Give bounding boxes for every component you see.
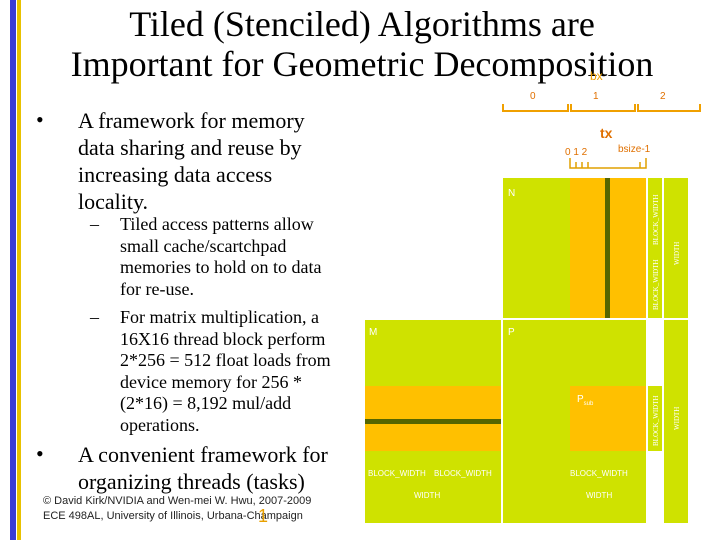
n-thread-column [605,178,610,318]
bullet-line: locality. [78,189,149,214]
psub-subscript: sub [584,401,594,407]
left-accent-bar-yellow [17,0,21,540]
footer-line-1: © David Kirk/NVIDIA and Wen-mei W. Hwu, … [43,495,312,507]
subbullet-line: operations. [120,414,200,435]
subbullet-text-1: Tiled access patterns allow small cache/… [120,214,321,300]
n-block-width-bar [648,178,662,318]
bullet-line: A framework for memory [78,108,305,133]
subbullet-marker: – [90,214,99,234]
subbullet-line: (2*16) = 8,192 mul/add [120,393,292,413]
m-block-width-label-1: BLOCK_WIDTH [368,469,426,478]
psub-tile [570,386,646,451]
p-block-width-bar-bottom [570,466,646,480]
bullet-line: increasing data access [78,162,273,187]
p-block-width-bar [648,386,662,451]
psub-letter: P [577,394,584,405]
p-width-bar-bottom [503,484,646,523]
n-block-width-label-2: BLOCK_WIDTH [652,194,660,245]
page-number: 1 [258,506,269,526]
matrix-m-label: M [369,327,377,338]
bullet-text-1: A framework for memory data sharing and … [78,107,305,215]
n-width-label: WIDTH [673,242,681,265]
subbullet-text-2: For matrix multiplication, a 16X16 threa… [120,307,331,436]
left-accent-bar-blue [10,0,16,540]
p-width-label-bottom: WIDTH [586,491,612,500]
bullet-text-2: A convenient framework for organizing th… [78,441,328,495]
matrix-n-label: N [508,188,515,199]
bx-label: bx [590,69,603,83]
n-block-width-label-1: BLOCK_WIDTH [652,259,660,310]
bullet-line: A convenient framework for [78,442,328,467]
tx-label: tx [600,125,613,141]
bullet-line: data sharing and reuse by [78,135,302,160]
slide-title: Tiled (Stenciled) Algorithms are Importa… [22,4,702,84]
m-thread-row [365,419,501,424]
bx-tick-0: 0 [530,91,536,102]
matrix-p-label: P [508,327,515,338]
bx-brackets [502,104,701,112]
psub-label: Psub [577,394,594,407]
subbullet-line: small cache/scartchpad [120,235,287,256]
tx-end-label: bsize-1 [618,144,651,155]
m-width-label: WIDTH [414,491,440,500]
subbullet-line: device memory for 256 * [120,371,302,392]
footer: © David Kirk/NVIDIA and Wen-mei W. Hwu, … [43,494,311,524]
title-line-2: Important for Geometric Decomposition [70,44,654,84]
m-width-bar [365,484,501,523]
subbullet-line: 16X16 thread block perform [120,328,326,349]
bullet-marker: • [36,107,44,132]
p-block-width-label-bottom: BLOCK_WIDTH [570,469,628,478]
bx-tick-1: 1 [593,91,599,102]
tx-ticks: 0 1 2 [565,147,588,158]
m-tile-row [365,386,501,451]
p-block-width-label: BLOCK_WIDTH [652,395,660,446]
n-width-bar [664,178,688,318]
title-line-1: Tiled (Stenciled) Algorithms are [129,4,595,44]
bullet-line: organizing threads (tasks) [78,469,305,494]
m-block-width-label-2: BLOCK_WIDTH [434,469,492,478]
subbullet-line: For matrix multiplication, a [120,307,319,327]
m-block-width-bar-2 [434,466,501,480]
footer-line-2: ECE 498AL, University of Illinois, Urban… [43,510,303,522]
subbullet-line: memories to hold on to data [120,257,322,277]
bx-tick-2: 2 [660,91,666,102]
m-block-width-bar-1 [365,466,432,480]
subbullet-line: for re-use. [120,278,194,299]
tx-bracket [569,158,647,169]
p-width-label: WIDTH [673,407,681,430]
bullet-marker: • [36,441,44,466]
p-width-bar [664,320,688,523]
subbullet-line: Tiled access patterns allow [120,214,314,234]
subbullet-marker: – [90,307,99,327]
subbullet-line: 2*256 = 512 float loads from [120,350,331,370]
